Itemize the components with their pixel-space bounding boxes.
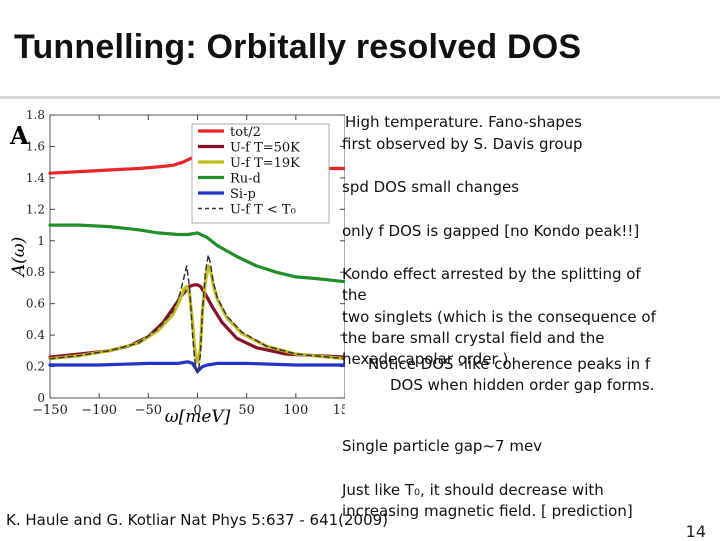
- y-tick-label: 1.4: [26, 171, 45, 185]
- citation: K. Haule and G. Kotliar Nat Phys 5:637 -…: [6, 511, 389, 529]
- legend-label-2: U-f T=19K: [230, 156, 300, 171]
- slide-title: Tunnelling: Orbitally resolved DOS: [14, 28, 582, 66]
- x-tick-label: 150: [333, 403, 345, 418]
- y-tick-label: 0.8: [26, 265, 45, 279]
- y-tick-label: 0: [37, 391, 45, 405]
- legend-label-1: U-f T=50K: [230, 141, 300, 156]
- note-line-11: DOS when hidden order gap forms.: [390, 376, 655, 394]
- note-line-6: the: [342, 286, 367, 304]
- y-tick-label: 1.6: [26, 139, 45, 153]
- y-tick-label: 0.2: [26, 360, 45, 374]
- note-line-7: two singlets (which is the consequence o…: [342, 308, 656, 326]
- x-tick-label: −100: [81, 403, 117, 418]
- note-line-10: Notice DOS -like coherence peaks in f: [368, 355, 651, 373]
- y-tick-label: 1.2: [26, 202, 45, 216]
- y-tick-label: 1: [37, 234, 45, 248]
- note-line-4: only f DOS is gapped [no Kondo peak!!]: [342, 222, 640, 240]
- note-line-14: increasing magnetic field. [ prediction]: [342, 502, 633, 520]
- note-line-1: High temperature. Fano-shapes: [345, 113, 582, 131]
- note-line-12: Single particle gap~7 mev: [342, 437, 543, 455]
- legend-label-4: Si-p: [230, 187, 256, 202]
- panel-label: A: [9, 121, 29, 150]
- x-tick-label: −150: [32, 403, 68, 418]
- x-tick-label: −50: [135, 403, 162, 418]
- dos-chart: A −150 −100 −50 0 50 100 150 0 0.2 0.4 0.6 0.8 1 1.2 1…: [0, 102, 345, 427]
- title-divider: [0, 96, 720, 99]
- series-line-3: [48, 223, 345, 284]
- y-tick-label: 0.6: [26, 297, 45, 311]
- x-tick-label: 50: [238, 403, 255, 418]
- legend-box: [191, 123, 330, 224]
- note-line-8: the bare small crystal field and the: [342, 329, 605, 347]
- note-line-9: hexadecapolar order ): [342, 350, 509, 368]
- y-axis-label: A(ω): [9, 237, 29, 278]
- note-line-13: Just like T₀, it should decrease with: [342, 481, 604, 499]
- note-line-5: Kondo effect arrested by the splitting o…: [342, 265, 641, 283]
- note-line-3: spd DOS small changes: [342, 178, 520, 196]
- y-tick-label: 0.4: [26, 328, 45, 342]
- y-tick-label: 1.8: [26, 108, 45, 122]
- legend-label-3: Ru-d: [230, 172, 261, 187]
- series-line-5: [49, 254, 345, 374]
- x-tick-label: 0: [193, 403, 201, 418]
- legend-label-5: U-f T < T₀: [230, 203, 296, 218]
- axis-ticks: −150 −100 −50 0 50 100 150 0 0.2 0.4 0.6 0.8 1 1.2 1.4…: [26, 108, 345, 418]
- legend-label-0: tot/2: [230, 125, 261, 140]
- x-axis-label: ω[meV]: [165, 407, 231, 427]
- note-line-2: first observed by S. Davis group: [342, 135, 583, 153]
- page-number: 14: [685, 522, 706, 541]
- series-line-4: [48, 360, 345, 373]
- x-tick-label: 100: [283, 403, 308, 418]
- series-lines: [48, 155, 345, 374]
